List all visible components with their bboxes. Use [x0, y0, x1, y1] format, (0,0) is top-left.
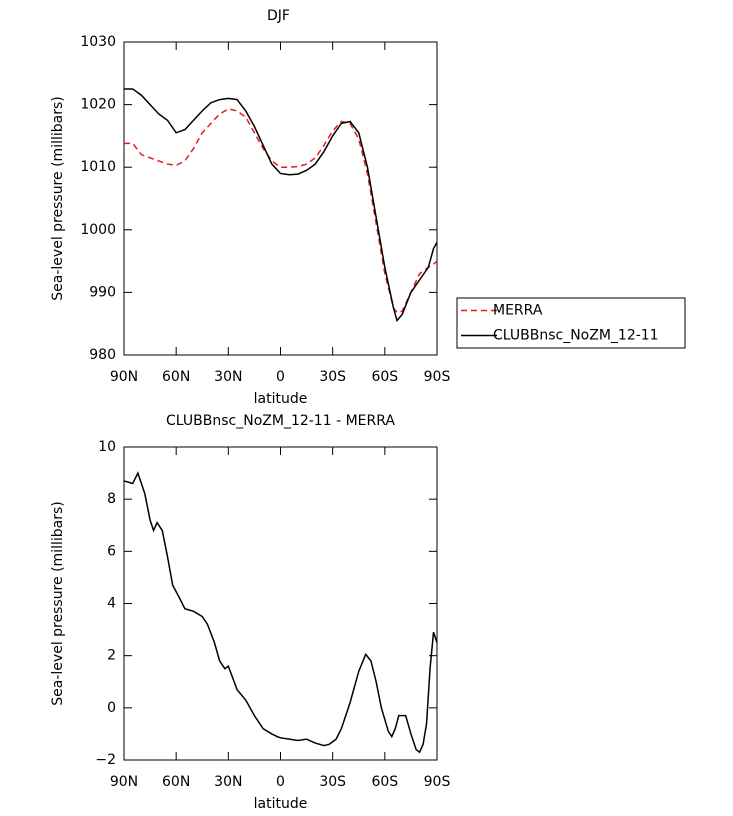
y-tick-label: 10 — [98, 439, 116, 455]
x-tick-label: 30S — [319, 369, 346, 385]
chart-title: DJF — [267, 8, 290, 24]
x-axis-label: latitude — [254, 391, 308, 407]
legend-label: CLUBBnsc_NoZM_12-11 — [493, 328, 659, 344]
x-tick-label: 30S — [319, 774, 346, 790]
x-tick-label: 90S — [424, 369, 451, 385]
legend-box — [456, 297, 686, 349]
x-tick-label: 0 — [276, 774, 285, 790]
chart-title: CLUBBnsc_NoZM_12-11 - MERRA — [166, 413, 395, 429]
y-tick-label: 990 — [89, 284, 116, 300]
y-tick-label: 4 — [107, 596, 116, 612]
y-tick-label: 1030 — [80, 34, 116, 50]
x-tick-label: 30N — [214, 369, 242, 385]
y-tick-label: 8 — [107, 491, 116, 507]
y-tick-label: 6 — [107, 543, 116, 559]
y-axis-label: Sea-level pressure (millibars) — [50, 501, 66, 705]
y-tick-label: 0 — [107, 700, 116, 716]
x-tick-label: 90N — [110, 774, 138, 790]
y-tick-label: −2 — [95, 752, 116, 768]
x-tick-label: 0 — [276, 369, 285, 385]
y-tick-label: 1020 — [80, 97, 116, 113]
y-axis-label: Sea-level pressure (millibars) — [50, 96, 66, 300]
x-axis-label: latitude — [254, 796, 308, 812]
x-tick-label: 60S — [371, 774, 398, 790]
y-tick-label: 2 — [107, 648, 116, 664]
y-tick-label: 980 — [89, 347, 116, 363]
x-tick-label: 60N — [162, 774, 190, 790]
x-tick-label: 60N — [162, 369, 190, 385]
x-tick-label: 90N — [110, 369, 138, 385]
legend-label: MERRA — [493, 303, 543, 319]
plot-frame — [123, 41, 438, 356]
x-tick-label: 90S — [424, 774, 451, 790]
plot-frame — [123, 446, 438, 761]
data-line — [124, 108, 438, 314]
data-line — [123, 471, 438, 754]
y-tick-label: 1000 — [80, 222, 116, 238]
x-tick-label: 60S — [371, 369, 398, 385]
x-tick-label: 30N — [214, 774, 242, 790]
y-tick-label: 1010 — [80, 159, 116, 175]
data-line — [124, 88, 438, 323]
